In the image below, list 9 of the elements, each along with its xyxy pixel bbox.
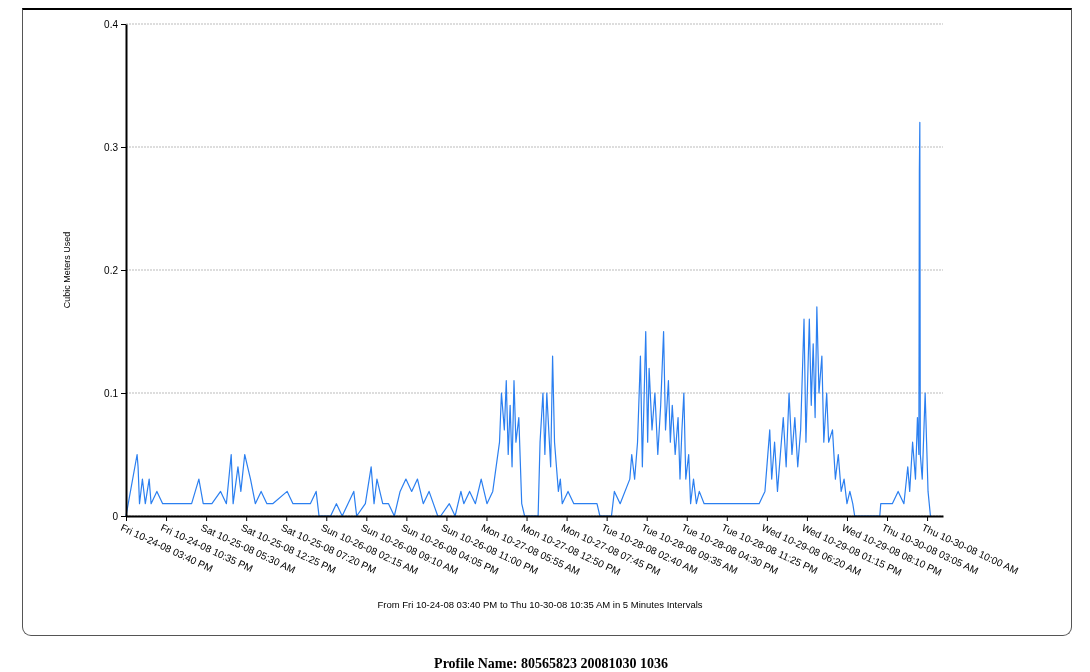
line-series bbox=[125, 121, 932, 517]
y-tick-label: 0.2 bbox=[104, 264, 119, 276]
y-tick-label: 0.4 bbox=[104, 18, 119, 30]
y-axis-title: Cubic Meters Used bbox=[62, 231, 72, 309]
y-tick-label: 0 bbox=[112, 510, 119, 522]
y-tick-label: 0.1 bbox=[104, 387, 119, 399]
text: Profile Name: 80565823 20081030 1036 bbox=[434, 656, 668, 671]
y-tick-label: 0.3 bbox=[104, 141, 119, 153]
x-axis-title: From Fri 10-24-08 03:40 PM to Thu 10-30-08 10:35 AM in 5 Minutes Intervals bbox=[377, 599, 703, 610]
